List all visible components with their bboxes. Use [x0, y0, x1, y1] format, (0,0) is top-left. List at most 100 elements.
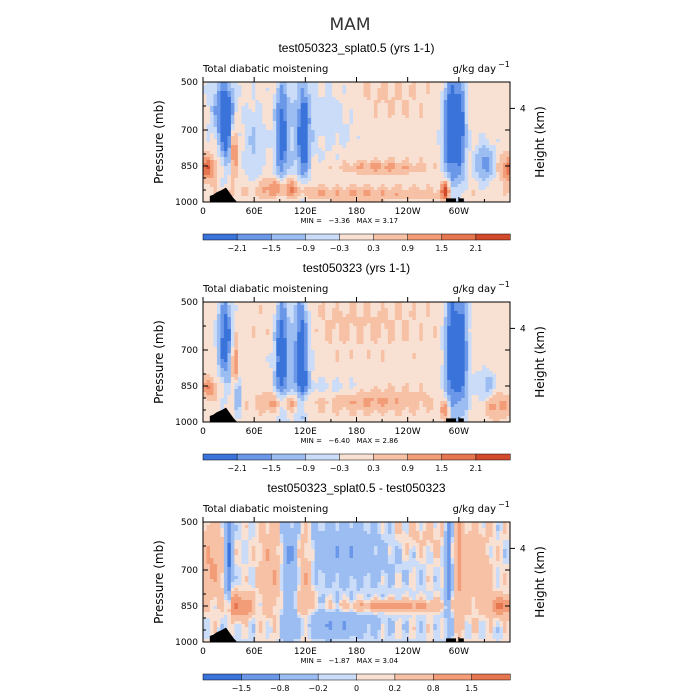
heatmap-cell: [262, 112, 266, 115]
heatmap-cell: [287, 323, 291, 326]
heatmap-cell: [433, 139, 437, 142]
heatmap-cell: [433, 169, 437, 172]
heatmap-cell: [402, 341, 406, 344]
heatmap-cell: [447, 344, 451, 347]
heatmap-cell: [238, 178, 242, 181]
heatmap-cell: [353, 332, 357, 335]
heatmap-cell: [419, 193, 423, 196]
heatmap-cell: [241, 181, 245, 184]
heatmap-cell: [374, 115, 378, 118]
heatmap-cell: [234, 302, 238, 305]
heatmap-cell: [412, 88, 416, 91]
heatmap-cell: [482, 136, 486, 139]
heatmap-cell: [273, 172, 277, 175]
heatmap-cell: [262, 347, 266, 350]
heatmap-cell: [280, 127, 284, 130]
heatmap-cell: [360, 305, 364, 308]
heatmap-cell: [503, 329, 507, 332]
heatmap-cell: [206, 118, 210, 121]
heatmap-cell: [479, 193, 483, 196]
heatmap-cell: [318, 193, 322, 196]
heatmap-cell: [405, 166, 409, 169]
heatmap-cell: [227, 121, 231, 124]
heatmap-cell: [262, 97, 266, 100]
heatmap-cell: [329, 145, 333, 148]
heatmap-cell: [203, 308, 207, 311]
heatmap-cell: [381, 314, 385, 317]
heatmap-cell: [304, 326, 308, 329]
heatmap-cell: [479, 124, 483, 127]
heatmap-cell: [367, 100, 371, 103]
heatmap-cell: [287, 320, 291, 323]
heatmap-cell: [489, 181, 493, 184]
heatmap-cell: [465, 311, 469, 314]
heatmap-cell: [388, 314, 392, 317]
heatmap-cell: [374, 142, 378, 145]
heatmap-cell: [461, 314, 465, 317]
heatmap-cell: [395, 121, 399, 124]
heatmap-cell: [384, 100, 388, 103]
heatmap-cell: [465, 344, 469, 347]
heatmap-cell: [343, 160, 347, 163]
heatmap-cell: [357, 124, 361, 127]
heatmap-cell: [461, 145, 465, 148]
heatmap-cell: [238, 187, 242, 190]
heatmap-cell: [440, 82, 444, 85]
heatmap-cell: [290, 121, 294, 124]
heatmap-cell: [252, 320, 256, 323]
heatmap-cell: [489, 94, 493, 97]
heatmap-cell: [203, 329, 207, 332]
heatmap-cell: [395, 175, 399, 178]
heatmap-cell: [409, 127, 413, 130]
heatmap-cell: [315, 154, 319, 157]
heatmap-cell: [259, 190, 263, 193]
heatmap-cell: [381, 320, 385, 323]
heatmap-cell: [318, 91, 322, 94]
heatmap-cell: [423, 121, 427, 124]
heatmap-cell: [430, 121, 434, 124]
heatmap-cell: [489, 341, 493, 344]
heatmap-cell: [405, 85, 409, 88]
heatmap-cell: [234, 109, 238, 112]
heatmap-cell: [503, 338, 507, 341]
heatmap-cell: [252, 181, 256, 184]
heatmap-cell: [437, 172, 441, 175]
heatmap-cell: [290, 347, 294, 350]
heatmap-cell: [262, 181, 266, 184]
heatmap-cell: [370, 82, 374, 85]
heatmap-cell: [444, 184, 448, 187]
heatmap-cell: [391, 166, 395, 169]
heatmap-cell: [405, 157, 409, 160]
heatmap-cell: [363, 341, 367, 344]
heatmap-cell: [350, 154, 354, 157]
heatmap-cell: [475, 193, 479, 196]
heatmap-cell: [391, 160, 395, 163]
heatmap-cell: [479, 145, 483, 148]
heatmap-cell: [308, 154, 312, 157]
heatmap-cell: [231, 332, 235, 335]
heatmap-cell: [238, 100, 242, 103]
heatmap-cell: [468, 106, 472, 109]
heatmap-cell: [269, 130, 273, 133]
heatmap-cell: [430, 85, 434, 88]
heatmap-cell: [266, 148, 270, 151]
heatmap-cell: [451, 172, 455, 175]
heatmap-cell: [269, 118, 273, 121]
heatmap-cell: [447, 118, 451, 121]
heatmap-cell: [367, 172, 371, 175]
heatmap-cell: [381, 88, 385, 91]
heatmap-cell: [294, 341, 298, 344]
heatmap-cell: [304, 184, 308, 187]
heatmap-cell: [294, 148, 298, 151]
heatmap-cell: [259, 130, 263, 133]
heatmap-cell: [357, 154, 361, 157]
heatmap-cell: [395, 106, 399, 109]
heatmap-cell: [398, 91, 402, 94]
heatmap-cell: [308, 175, 312, 178]
heatmap-cell: [447, 308, 451, 311]
heatmap-cell: [475, 172, 479, 175]
heatmap-cell: [287, 85, 291, 88]
y-axis-label-right: Height (km): [533, 106, 547, 177]
heatmap-cell: [454, 344, 458, 347]
heatmap-cell: [398, 160, 402, 163]
